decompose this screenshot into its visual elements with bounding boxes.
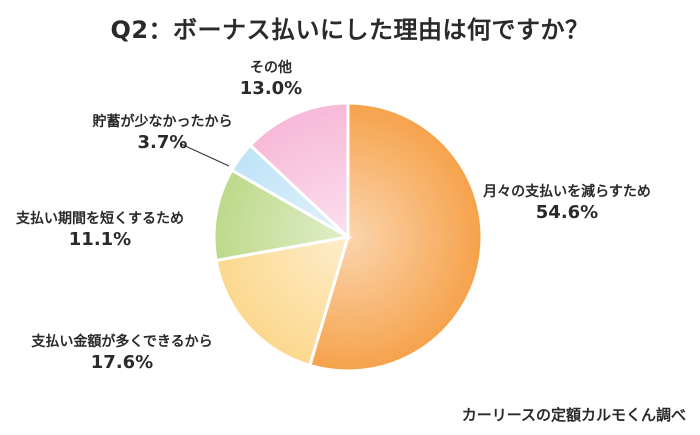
slice-label-savings-value: 3.7% <box>137 132 188 153</box>
slice-label-shorter-period-name: 支払い期間を短くするため <box>16 211 184 227</box>
slice-label-other-value: 13.0% <box>239 78 303 99</box>
leader-line-savings <box>180 143 230 167</box>
slice-label-savings: 貯蓄が少なかったから 3.7% <box>80 113 245 154</box>
pie-slice-shading-savings <box>231 145 348 237</box>
slice-label-other-name: その他 <box>250 60 292 76</box>
slice-label-more-amount: 支払い金額が多くできるから 17.6% <box>22 333 222 374</box>
slice-label-more-amount-value: 17.6% <box>90 352 154 373</box>
pie-slice-shading-shorter-period <box>214 170 348 261</box>
chart-title: Q2：ボーナス払いにした理由は何ですか？ <box>110 16 590 44</box>
slice-label-monthly-name: 月々の支払いを減らすため <box>483 184 651 200</box>
source-note: カーリースの定額カルモくん調べ <box>461 406 686 424</box>
slice-label-more-amount-name: 支払い金額が多くできるから <box>31 334 213 350</box>
slice-label-monthly-value: 54.6% <box>535 202 599 223</box>
slice-label-shorter-period: 支払い期間を短くするため 11.1% <box>10 210 190 251</box>
pie-slice-shading-more-amount <box>216 237 348 366</box>
pie-slice-shading-monthly <box>309 103 483 372</box>
pie-slice-shading-other <box>250 103 348 237</box>
slice-label-other: その他 13.0% <box>226 59 316 100</box>
slice-label-shorter-period-value: 11.1% <box>68 229 132 250</box>
slice-label-savings-name: 貯蓄が少なかったから <box>92 114 233 130</box>
slice-label-monthly: 月々の支払いを減らすため 54.6% <box>472 183 662 224</box>
